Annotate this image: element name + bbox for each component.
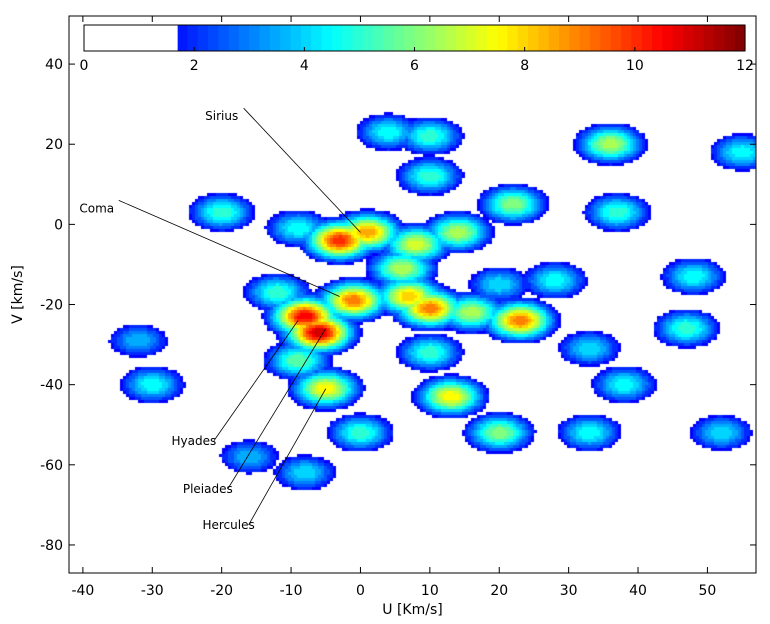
colorbar-swatch: [672, 25, 684, 51]
colorbar-swatch: [548, 25, 560, 51]
colorbar-swatch: [476, 25, 488, 51]
colorbar-swatch: [641, 25, 653, 51]
x-tick-label: 20: [490, 583, 508, 599]
colorbar-tick-label: 6: [410, 58, 419, 74]
colorbar-swatch: [393, 25, 405, 51]
colorbar-swatch: [300, 25, 312, 51]
y-tick-label: -60: [40, 458, 63, 474]
colorbar-swatch: [569, 25, 581, 51]
y-tick-label: 0: [54, 217, 63, 233]
colorbar-swatch: [538, 25, 550, 51]
x-tick-label: 40: [629, 583, 647, 599]
annotation-label: Sirius: [205, 109, 238, 123]
annotation-line: [227, 328, 327, 490]
colorbar-swatch: [455, 25, 467, 51]
colorbar-swatch: [352, 25, 364, 51]
annotation-label: Pleiades: [183, 482, 233, 496]
x-tick-label: -20: [210, 583, 233, 599]
colorbar-swatch: [280, 25, 292, 51]
colorbar-tick-label: 10: [626, 58, 644, 74]
colorbar-tick-label: 0: [80, 58, 89, 74]
colorbar-swatch: [331, 25, 343, 51]
colorbar-swatch: [404, 25, 416, 51]
colorbar-swatch: [435, 25, 447, 51]
colorbar-swatch: [177, 25, 188, 51]
plot-frame: [68, 15, 757, 574]
colorbar-swatch: [486, 25, 498, 51]
y-tick-label: -20: [40, 298, 63, 314]
colorbar-swatch: [311, 25, 323, 51]
colorbar-swatch: [610, 25, 622, 51]
density-image: [69, 16, 756, 573]
colorbar-swatch: [228, 25, 240, 51]
colorbar-swatch: [259, 25, 271, 51]
colorbar-swatch: [445, 25, 457, 51]
annotation-label: Hyades: [172, 434, 217, 448]
annotations: Sirius Coma Hyades Pleiades Hercules: [79, 107, 361, 532]
colorbar-swatch: [466, 25, 478, 51]
colorbar-swatch: [187, 25, 199, 51]
x-axis-label: U [Km/s]: [382, 602, 442, 618]
annotation-label: Hercules: [202, 518, 254, 532]
colorbar-swatch: [693, 25, 705, 51]
colorbar-tick-label: 4: [300, 58, 309, 74]
colorbar-swatch: [362, 25, 374, 51]
colorbar-swatch: [517, 25, 529, 51]
colorbar-swatch: [414, 25, 426, 51]
colorbar-swatch: [383, 25, 395, 51]
x-tick-label: 30: [560, 583, 578, 599]
colorbar-swatch: [528, 25, 540, 51]
colorbar-swatch: [197, 25, 209, 51]
x-axis: -40 -30 -20 -10 0 10 20 30 40 50: [71, 16, 716, 599]
x-tick-label: 10: [421, 583, 439, 599]
colorbar-swatch: [714, 25, 725, 51]
y-tick-label: 40: [45, 57, 63, 73]
colorbar-swatch: [507, 25, 519, 51]
colorbar-swatch: [290, 25, 302, 51]
colorbar-swatch: [269, 25, 281, 51]
annotation-line: [243, 107, 361, 233]
colorbar-swatch: [600, 25, 612, 51]
annotation-line: [248, 388, 327, 526]
x-tick-label: -40: [71, 583, 94, 599]
colorbar-swatch: [249, 25, 261, 51]
colorbar-swatch: [652, 25, 663, 51]
colorbar-swatch: [724, 25, 736, 51]
colorbar-tick-label: 12: [736, 58, 754, 74]
colorbar-swatch: [703, 25, 715, 51]
colorbar-swatch: [579, 25, 591, 51]
x-tick-label: -30: [141, 583, 164, 599]
x-tick-label: 50: [699, 583, 717, 599]
annotation-line: [118, 199, 340, 297]
colorbar-swatch: [662, 25, 674, 51]
colorbar-tick-label: 8: [520, 58, 529, 74]
y-tick-label: 20: [45, 137, 63, 153]
colorbar-tick-label: 2: [190, 58, 199, 74]
colorbar-swatch: [218, 25, 230, 51]
annotation-label: Coma: [79, 201, 114, 215]
colorbar-swatch: [342, 25, 354, 51]
colorbar-swatch: [631, 25, 643, 51]
x-tick-label: 0: [356, 583, 365, 599]
colorbar-swatch: [734, 25, 746, 51]
colorbar-swatch: [238, 25, 250, 51]
colorbar-swatch: [497, 25, 509, 51]
density-heatmap: [69, 16, 756, 573]
y-tick-label: -40: [40, 378, 63, 394]
colorbar-swatch: [321, 25, 333, 51]
colorbar-swatch: [424, 25, 436, 51]
y-tick-label: -80: [40, 538, 63, 554]
colorbar-swatch: [621, 25, 632, 51]
colorbar-swatch: [373, 25, 385, 51]
colorbar-swatch: [683, 25, 694, 51]
colorbar-swatch: [590, 25, 602, 51]
annotation-line: [213, 320, 299, 441]
colorbar: 0 2 4 6 8 10 12: [80, 24, 754, 74]
y-axis-label: V [km/s]: [10, 265, 26, 324]
colorbar-swatch: [207, 25, 219, 51]
x-tick-label: -10: [280, 583, 303, 599]
colorbar-swatch: [559, 25, 571, 51]
